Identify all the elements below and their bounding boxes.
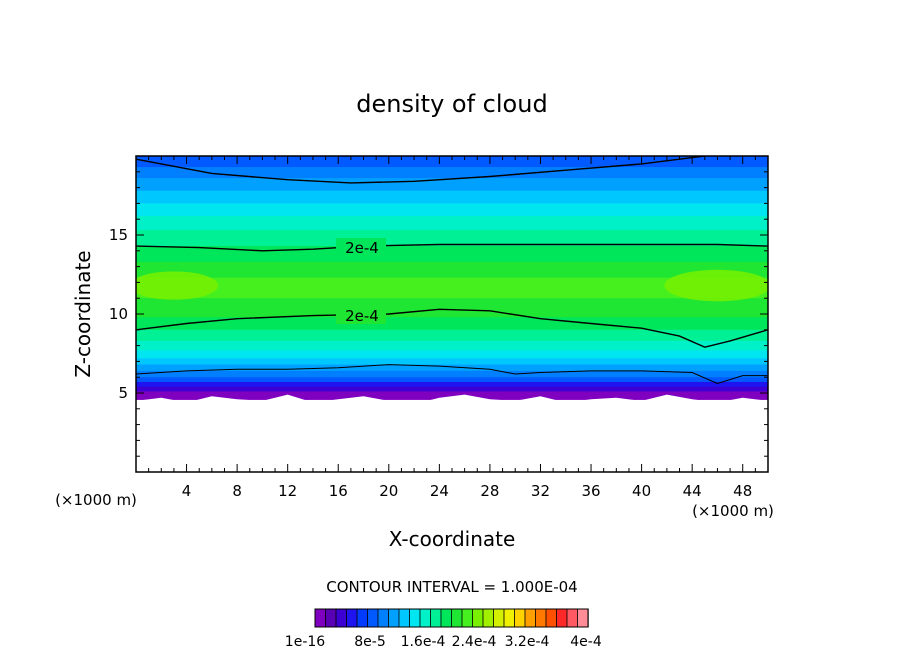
colorbar-swatch-20 <box>524 608 537 628</box>
band-1 <box>136 167 768 179</box>
y-axis-label: Z-coordinate <box>71 250 95 377</box>
band-19 <box>136 381 768 388</box>
x-tick-label-40: 40 <box>632 482 651 500</box>
colorbar-label-0: 1e-16 <box>285 634 325 650</box>
colorbar-swatch-18 <box>503 608 516 628</box>
colorbar-swatch-22 <box>545 608 558 628</box>
band-3 <box>136 190 768 204</box>
band-0 <box>136 156 768 168</box>
colorbar-swatch-17 <box>493 608 505 628</box>
contour-line-1 <box>136 243 768 252</box>
colorbar-swatch-0 <box>314 608 327 628</box>
colorbar-swatch-14 <box>461 608 474 628</box>
cloud-base-contour <box>136 364 768 385</box>
band-11 <box>136 317 768 331</box>
x-tick-label-44: 44 <box>683 482 702 500</box>
y-tick-label-5: 5 <box>118 384 128 402</box>
colorbar <box>314 608 589 628</box>
x-axis-label: X-coordinate <box>389 527 516 551</box>
band-15 <box>136 358 768 366</box>
contour-label-lower-text: 2e-4 <box>345 307 379 325</box>
x-tick-label-28: 28 <box>480 482 499 500</box>
colorbar-swatch-1 <box>325 608 337 628</box>
colorbar-swatch-11 <box>430 608 442 628</box>
band-5 <box>136 216 768 231</box>
highlight-0 <box>136 271 219 300</box>
colorbar-swatch-24 <box>566 608 579 628</box>
colorbar-labels: 1e-16 8e-5 1.6e-4 2.4e-4 3.2e-4 4e-4 <box>285 634 602 650</box>
band-16 <box>136 364 768 372</box>
x-tick-label-32: 32 <box>531 482 550 500</box>
band-4 <box>136 203 768 217</box>
band-9 <box>136 277 768 299</box>
x-tick-label-48: 48 <box>733 482 752 500</box>
band-2 <box>136 178 768 192</box>
band-10 <box>136 298 768 318</box>
contour-label-upper-text: 2e-4 <box>345 239 379 257</box>
contour-line-2 <box>136 308 768 348</box>
band-12 <box>136 329 768 342</box>
y-tick-label-15: 15 <box>109 226 128 244</box>
contour-lines <box>136 156 768 385</box>
colorbar-swatch-4 <box>356 608 369 628</box>
colorbar-swatch-3 <box>346 608 358 628</box>
x-axis-ticks: 4 8 12 16 20 24 28 32 36 40 44 48 <box>148 156 756 500</box>
colorbar-swatch-25 <box>577 608 589 628</box>
band-8 <box>136 261 768 279</box>
band-17 <box>136 370 768 378</box>
colorbar-swatch-12 <box>440 608 453 628</box>
contour-line-0 <box>136 156 705 184</box>
band-14 <box>136 350 768 359</box>
colorbar-swatch-2 <box>335 608 348 628</box>
contour-label-lower: 2e-4 <box>336 306 386 325</box>
colorbar-label-2: 1.6e-4 <box>401 634 446 650</box>
y-axis-ticks: 5 10 15 <box>109 171 768 457</box>
colorbar-swatch-16 <box>482 608 495 628</box>
highlight-1 <box>664 269 768 302</box>
band-20 <box>136 386 768 393</box>
colorbar-swatch-9 <box>409 608 421 628</box>
high-density-regions <box>136 269 768 302</box>
band-6 <box>136 230 768 247</box>
colorbar-swatch-21 <box>535 608 547 628</box>
cloud-base-region <box>136 394 768 472</box>
x-tick-label-12: 12 <box>278 482 297 500</box>
x-unit-right: (×1000 m) <box>692 502 774 520</box>
colorbar-swatch-10 <box>419 608 432 628</box>
x-unit-left: (×1000 m) <box>55 491 137 509</box>
chart-title: density of cloud <box>356 90 547 118</box>
x-tick-label-24: 24 <box>430 482 449 500</box>
colorbar-swatch-5 <box>367 608 379 628</box>
colorbar-label-3: 2.4e-4 <box>452 634 497 650</box>
colorbar-label-4: 3.2e-4 <box>505 634 550 650</box>
x-tick-label-16: 16 <box>329 482 348 500</box>
colorbar-label-1: 8e-5 <box>354 634 385 650</box>
colorbar-swatch-8 <box>398 608 411 628</box>
band-21 <box>136 391 768 400</box>
x-tick-label-8: 8 <box>232 482 242 500</box>
colorbar-swatch-6 <box>377 608 390 628</box>
colorbar-swatch-23 <box>556 608 568 628</box>
x-tick-label-36: 36 <box>581 482 600 500</box>
band-13 <box>136 340 768 351</box>
colorbar-frame <box>314 608 589 628</box>
plot-area <box>136 156 768 472</box>
x-tick-label-20: 20 <box>379 482 398 500</box>
x-tick-label-4: 4 <box>182 482 192 500</box>
contour-interval-text: CONTOUR INTERVAL = 1.000E-04 <box>326 578 577 596</box>
cloud-free-region <box>136 394 768 472</box>
band-18 <box>136 377 768 383</box>
colorbar-label-5: 4e-4 <box>570 634 602 650</box>
colorbar-swatch-15 <box>472 608 484 628</box>
colorbar-swatch-19 <box>514 608 526 628</box>
colorbar-swatch-13 <box>451 608 463 628</box>
y-tick-label-10: 10 <box>109 305 128 323</box>
colorbar-swatch-7 <box>388 608 400 628</box>
contour-label-upper: 2e-4 <box>336 238 386 257</box>
